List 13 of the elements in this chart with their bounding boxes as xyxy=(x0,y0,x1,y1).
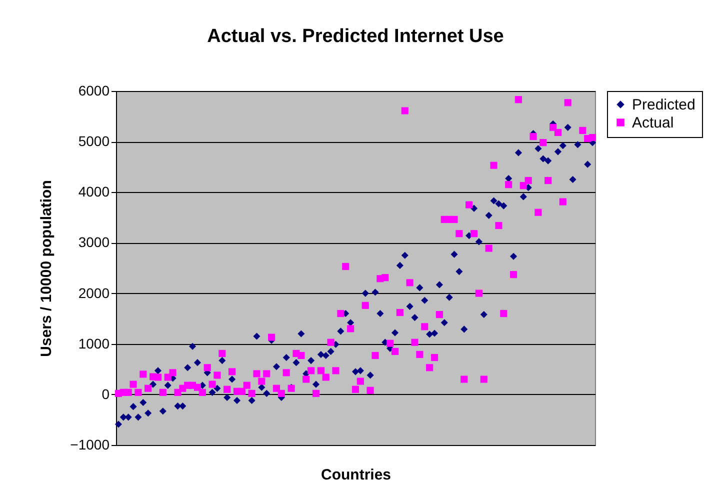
y-axis-title: Users / 10000 population xyxy=(38,180,56,357)
y-tick-label: 0 xyxy=(102,386,110,402)
y-tick-label: 5000 xyxy=(78,133,110,150)
y-tick-label: 1000 xyxy=(78,335,110,352)
y-tick-label: 4000 xyxy=(78,184,110,200)
y-tick-label: 2000 xyxy=(78,284,110,301)
y-tick-label: 6000 xyxy=(78,82,110,98)
chart-title: Actual vs. Predicted Internet Use xyxy=(207,26,504,47)
legend-label: Actual xyxy=(632,114,674,132)
y-tick-label: 3000 xyxy=(78,234,110,250)
y-tick-label: −1000 xyxy=(70,436,110,452)
legend-label: Predicted xyxy=(632,96,696,114)
x-axis-title: Countries xyxy=(320,466,392,484)
